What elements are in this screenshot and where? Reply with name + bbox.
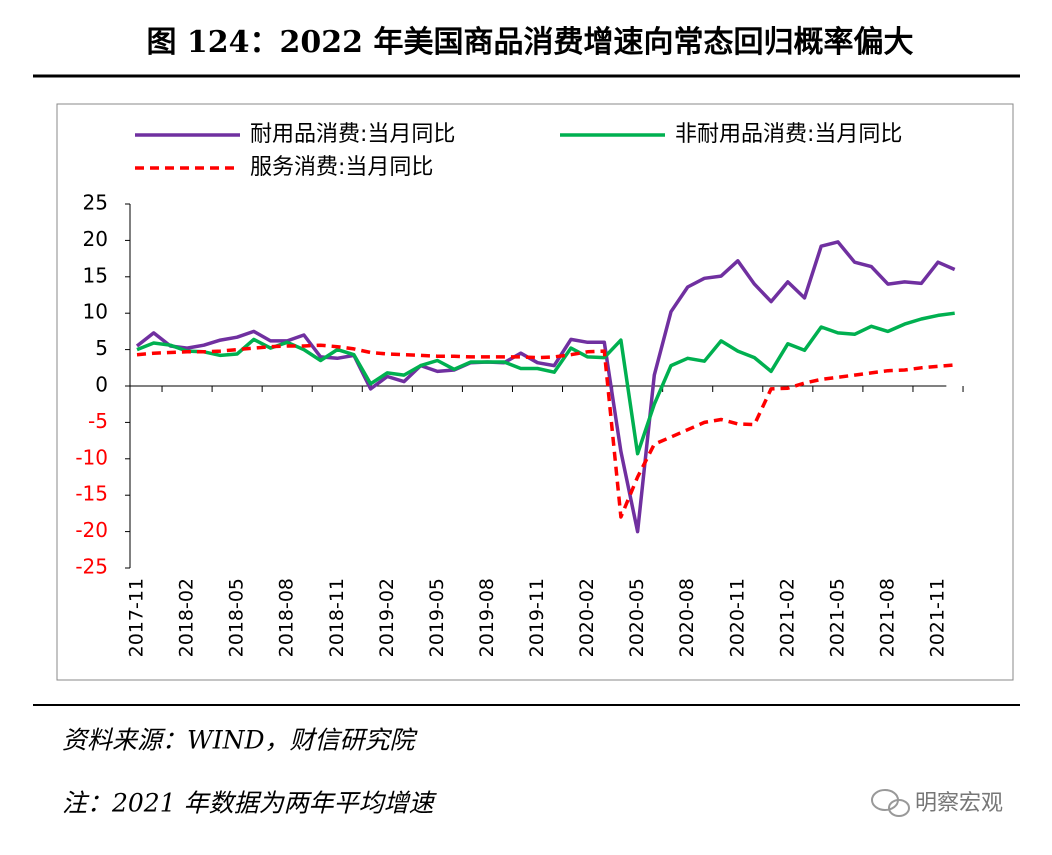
x-tick-label: 2019-05 xyxy=(426,578,448,657)
y-tick-label: -10 xyxy=(75,445,108,469)
watermark-icon xyxy=(871,789,910,817)
x-tick-label: 2020-08 xyxy=(676,578,698,657)
x-tick-label: 2019-02 xyxy=(376,578,398,657)
y-tick-label: -25 xyxy=(75,555,108,579)
x-tick-label: 2021-05 xyxy=(826,578,848,657)
series-line xyxy=(136,343,955,519)
y-tick-label: 25 xyxy=(83,191,108,215)
x-tick-label: 2021-02 xyxy=(776,578,798,657)
y-tick-label: -15 xyxy=(75,482,108,506)
y-tick-label: 15 xyxy=(83,263,108,287)
y-tick-label: -5 xyxy=(88,409,108,433)
y-tick-label: 10 xyxy=(83,300,108,324)
x-tick-label: 2020-05 xyxy=(626,578,648,657)
x-tick-label: 2018-05 xyxy=(226,578,248,657)
x-tick-label: 2019-08 xyxy=(476,578,498,657)
legend-label: 服务消费:当月同比 xyxy=(250,155,433,180)
y-tick-label: 5 xyxy=(95,336,108,360)
series-line xyxy=(135,240,956,534)
x-tick-label: 2020-02 xyxy=(576,578,598,657)
source: 资料来源：WIND，财信研究院 xyxy=(62,726,418,755)
x-tick-label: 2018-08 xyxy=(276,578,298,657)
x-tick-label: 2021-11 xyxy=(927,578,949,657)
x-tick-label: 2019-11 xyxy=(526,578,548,657)
y-tick-label: 20 xyxy=(83,227,108,251)
chart-frame xyxy=(56,103,1014,681)
x-tick-label: 2018-02 xyxy=(176,578,198,657)
x-tick-label: 2021-08 xyxy=(876,578,898,657)
chart-title: 图 124：2022 年美国商品消费增速向常态回归概率偏大 xyxy=(146,25,913,60)
x-tick-label: 2018-11 xyxy=(326,578,348,657)
x-tick-label: 2020-11 xyxy=(726,578,748,657)
y-tick-label: 0 xyxy=(95,373,108,397)
watermark: 明察宏观 xyxy=(915,791,1003,816)
legend-label: 非耐用品消费:当月同比 xyxy=(675,122,902,147)
x-tick-label: 2017-11 xyxy=(126,578,148,657)
note: 注：2021 年数据为两年平均增速 xyxy=(62,789,438,818)
legend-label: 耐用品消费:当月同比 xyxy=(250,122,455,147)
y-tick-label: -20 xyxy=(75,518,108,542)
